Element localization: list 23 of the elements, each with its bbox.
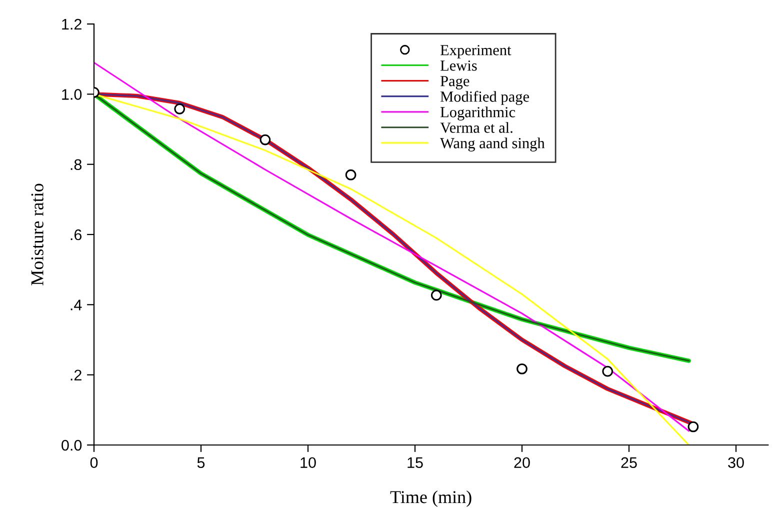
y-tick-label: .8 [70, 159, 82, 170]
y-axis-title: Moisture ratio [31, 184, 44, 286]
y-tick-label: 0.0 [62, 440, 82, 451]
legend-label: Modified page [440, 90, 530, 105]
x-tick-label: 30 [728, 457, 744, 468]
x-tick-label: 20 [514, 457, 530, 468]
legend-label: Logarithmic [440, 106, 516, 120]
x-axis-title: Time (min) [390, 490, 472, 507]
legend-label: Lewis [440, 60, 477, 71]
legend-label: Page [440, 76, 470, 90]
y-tick-label: 1.0 [62, 89, 82, 100]
x-tick-label: 0 [90, 457, 98, 468]
x-tick-label: 10 [300, 457, 316, 468]
legend-label: Experiment [440, 45, 512, 58]
y-tick-label: .4 [70, 300, 82, 310]
legend-label: Verma et al. [440, 122, 512, 133]
y-tick-label: .6 [70, 229, 82, 240]
y-tick-label: .2 [70, 370, 82, 380]
x-tick-label: 25 [621, 457, 637, 468]
x-tick-label: 15 [408, 457, 423, 468]
x-tick-label: 5 [197, 457, 205, 468]
legend-label: Wang aand singh [440, 138, 545, 152]
y-tick-label: 1.2 [62, 18, 82, 30]
